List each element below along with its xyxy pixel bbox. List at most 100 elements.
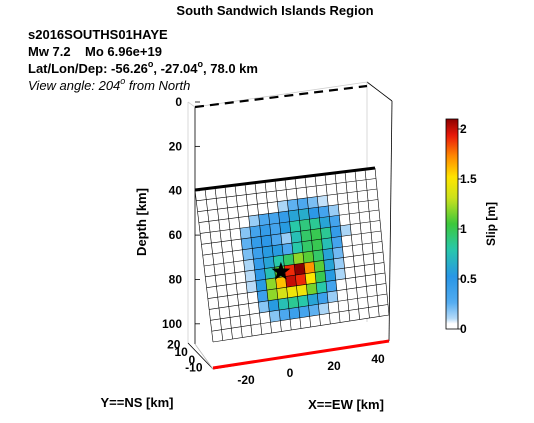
slip-cell [217, 207, 229, 221]
slip-cell [338, 203, 350, 216]
slip-cell [375, 273, 386, 285]
slip-cells [195, 168, 389, 342]
slip-cell [223, 261, 235, 275]
slip-cell [305, 272, 317, 285]
slip-cell [377, 294, 388, 306]
grid-line [200, 209, 380, 234]
slip-cell [275, 276, 287, 289]
slip-cell [297, 197, 309, 210]
slip-cell [325, 172, 337, 185]
slip-cell [369, 210, 380, 222]
slip-cell [357, 190, 369, 203]
slip-cell [276, 189, 288, 202]
seismic-moment: Mo 6.96e+19 [85, 44, 162, 59]
slip-cell [294, 263, 306, 276]
slip-cell [373, 252, 384, 264]
slip-cell [358, 307, 370, 320]
slip-cell [343, 256, 355, 269]
slip-cell [236, 194, 248, 207]
slip-cell [212, 252, 224, 265]
depth-tick-label: 0 [175, 95, 182, 109]
slip-cell [210, 230, 222, 243]
box-edge [366, 81, 393, 102]
grid-line [197, 188, 378, 213]
slip-cell [251, 236, 263, 249]
slip-cell [280, 232, 292, 245]
slip-cell [266, 288, 278, 301]
slip-cell [209, 307, 221, 321]
slip-cell [230, 315, 242, 329]
colorbar-tick-label: 2 [460, 122, 467, 136]
slip-cell [298, 208, 310, 221]
slip-cell [335, 278, 347, 291]
slip-cell [207, 209, 219, 222]
slip-cell [354, 265, 366, 278]
hypocenter-star [271, 261, 291, 280]
slip-cell [238, 303, 250, 316]
view-suffix: from North [125, 78, 190, 93]
slip-cell [318, 302, 330, 315]
slip-cell [307, 293, 319, 306]
grid-line [209, 283, 387, 310]
slip-cell [302, 251, 314, 264]
slip-cell [227, 294, 239, 307]
slip-cell [363, 253, 375, 266]
ns-tick-label: 20 [167, 338, 181, 352]
slip-cell [256, 192, 268, 205]
slip-cell [364, 263, 376, 276]
slip-cell [362, 242, 374, 255]
slip-cell [246, 193, 258, 206]
slip-cell [263, 256, 275, 269]
slip-cell [217, 295, 229, 308]
slip-cell [301, 240, 313, 253]
slip-cell [316, 184, 328, 197]
moment-magnitude: Mw 7.2 [28, 44, 71, 59]
slip-cell [351, 233, 363, 246]
slip-cell [337, 299, 349, 312]
slip-cell [321, 237, 333, 250]
slip-cell [295, 273, 307, 286]
box-edge [194, 81, 368, 108]
colorbar-ticks: 0 0.5 1 1.5 2 [458, 122, 477, 336]
slip-cell [195, 188, 207, 201]
slip-cell [255, 279, 267, 292]
slip-cell [372, 241, 383, 254]
slip-cell [245, 182, 257, 195]
slip-cell [269, 310, 281, 323]
slip-cell [295, 176, 307, 189]
slip-cell [365, 274, 377, 287]
slip-cell [205, 275, 217, 288]
slip-cell [225, 272, 237, 285]
slip-cell [278, 211, 290, 224]
slip-cell [270, 320, 282, 333]
slip-cell [340, 224, 352, 237]
grid-line [212, 314, 390, 343]
slip-cell [317, 292, 329, 305]
slip-cell [355, 169, 367, 181]
slip-cell [309, 217, 321, 230]
slip-cell [269, 223, 281, 236]
slip-cell [264, 267, 276, 280]
slip-cell [297, 295, 309, 308]
box-edge [194, 343, 214, 370]
slip-cell [296, 284, 308, 297]
slip-cell [309, 314, 321, 327]
location-lon: -27.04 [161, 61, 199, 76]
slip-cell [347, 191, 359, 204]
slip-cell [208, 220, 221, 233]
depth-tick-labels: 0 20 40 60 80 100 [162, 95, 200, 331]
slip-cell [284, 264, 296, 277]
box-edge [187, 342, 214, 370]
slip-cell [237, 292, 249, 306]
grid-line [196, 178, 377, 202]
slip-cell [342, 245, 354, 258]
slip-cell [211, 329, 223, 342]
slip-cell [313, 260, 325, 273]
slip-cell [228, 217, 240, 230]
slip-cell [205, 187, 217, 200]
slip-cell [304, 261, 315, 274]
grid-line [206, 262, 385, 289]
slip-cell [290, 231, 302, 244]
